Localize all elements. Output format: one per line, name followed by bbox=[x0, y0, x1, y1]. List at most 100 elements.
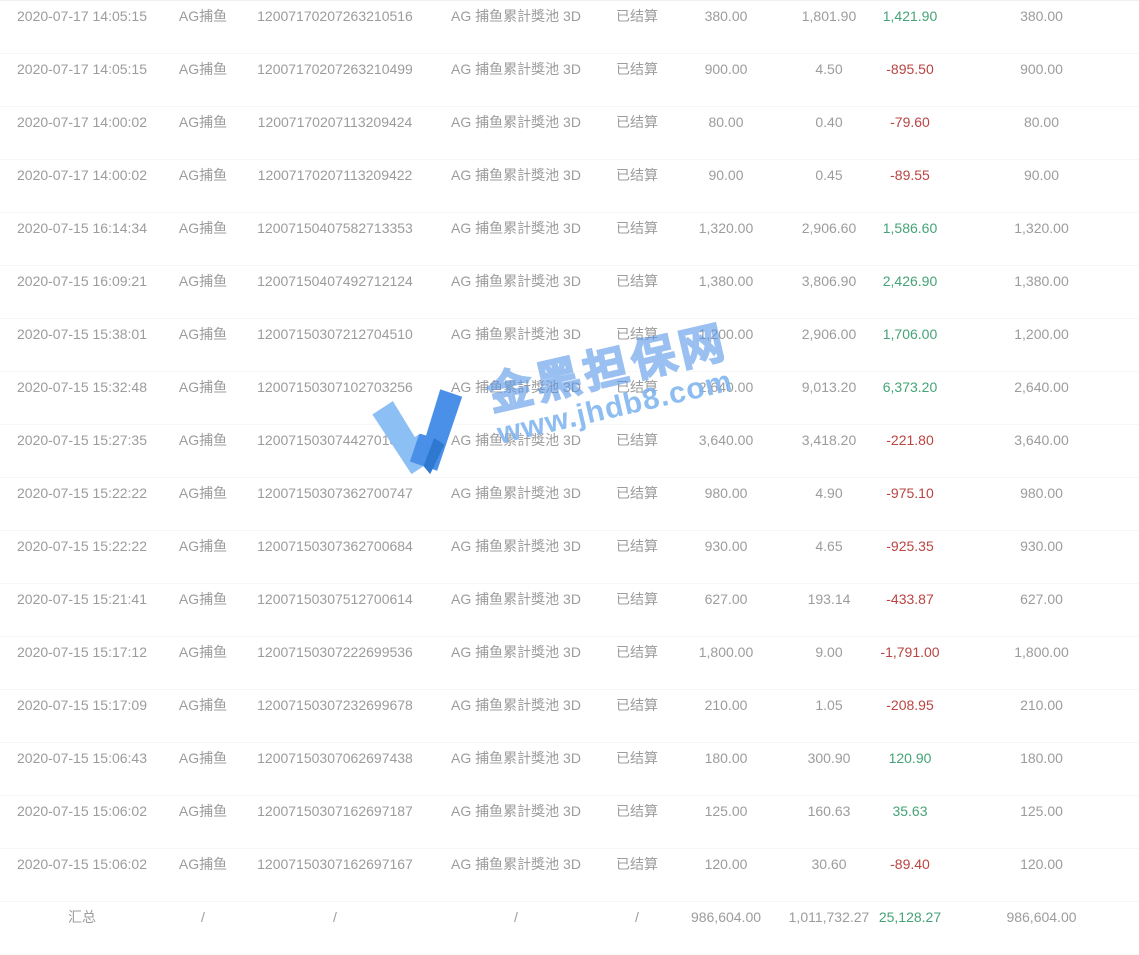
cell-status: 已结算 bbox=[604, 636, 670, 690]
cell-order-no: 12007150307442701895 bbox=[242, 424, 428, 478]
cell-payout: 4.90 bbox=[782, 477, 876, 531]
cell-time: 2020-07-15 15:06:43 bbox=[0, 742, 164, 796]
cell-platform: AG捕鱼 bbox=[164, 265, 242, 319]
cell-win-loss: 1,586.60 bbox=[876, 212, 944, 266]
cell-game-name: AG 捕鱼累計獎池 3D bbox=[428, 742, 604, 796]
cell-order-no: 12007150307222699536 bbox=[242, 636, 428, 690]
cell-valid-bet: 1,800.00 bbox=[944, 636, 1139, 690]
cell-status: 已结算 bbox=[604, 371, 670, 425]
cell-status: 已结算 bbox=[604, 530, 670, 584]
cell-payout: 1.05 bbox=[782, 689, 876, 743]
cell-game-name: AG 捕鱼累計獎池 3D bbox=[428, 53, 604, 107]
cell-status: 已结算 bbox=[604, 795, 670, 849]
cell-order-no: 12007150407492712124 bbox=[242, 265, 428, 319]
cell-payout: 9.00 bbox=[782, 636, 876, 690]
cell-platform: AG捕鱼 bbox=[164, 795, 242, 849]
cell-bet-amount: 1,800.00 bbox=[670, 636, 782, 690]
cell-time: 2020-07-17 14:00:02 bbox=[0, 159, 164, 213]
table-row: 2020-07-15 15:38:01 AG捕鱼 12007150307212704… bbox=[0, 318, 1139, 372]
cell-time: 2020-07-15 16:14:34 bbox=[0, 212, 164, 266]
cell-platform: AG捕鱼 bbox=[164, 371, 242, 425]
summary-cell-payout: 1,011,732.27 bbox=[782, 901, 876, 955]
cell-time: 2020-07-17 14:05:15 bbox=[0, 0, 164, 54]
cell-order-no: 12007150307232699678 bbox=[242, 689, 428, 743]
cell-win-loss: -975.10 bbox=[876, 477, 944, 531]
table-row: 2020-07-15 15:32:48 AG捕鱼 12007150307102703… bbox=[0, 371, 1139, 425]
cell-bet-amount: 980.00 bbox=[670, 477, 782, 531]
cell-status: 已结算 bbox=[604, 477, 670, 531]
cell-time: 2020-07-15 15:32:48 bbox=[0, 371, 164, 425]
cell-game-name: AG 捕鱼累計獎池 3D bbox=[428, 0, 604, 54]
cell-order-no: 12007170207263210499 bbox=[242, 53, 428, 107]
cell-win-loss: 1,706.00 bbox=[876, 318, 944, 372]
table-row: 2020-07-17 14:00:02 AG捕鱼 12007170207113209… bbox=[0, 159, 1139, 213]
table-row: 2020-07-15 16:09:21 AG捕鱼 12007150407492712… bbox=[0, 265, 1139, 319]
cell-platform: AG捕鱼 bbox=[164, 318, 242, 372]
cell-platform: AG捕鱼 bbox=[164, 583, 242, 637]
cell-status: 已结算 bbox=[604, 159, 670, 213]
cell-time: 2020-07-15 16:09:21 bbox=[0, 265, 164, 319]
cell-win-loss: -89.55 bbox=[876, 159, 944, 213]
cell-order-no: 12007150407582713353 bbox=[242, 212, 428, 266]
cell-status: 已结算 bbox=[604, 848, 670, 902]
cell-payout: 2,906.60 bbox=[782, 212, 876, 266]
cell-win-loss: -89.40 bbox=[876, 848, 944, 902]
cell-win-loss: -208.95 bbox=[876, 689, 944, 743]
table-row: 2020-07-15 15:22:22 AG捕鱼 12007150307362700… bbox=[0, 477, 1139, 531]
table-row: 2020-07-15 15:06:43 AG捕鱼 12007150307062697… bbox=[0, 742, 1139, 796]
summary-cell-win-loss: 25,128.27 bbox=[876, 901, 944, 955]
cell-bet-amount: 380.00 bbox=[670, 0, 782, 54]
table-row: 2020-07-15 16:14:34 AG捕鱼 12007150407582713… bbox=[0, 212, 1139, 266]
table-row: 2020-07-15 15:06:02 AG捕鱼 12007150307162697… bbox=[0, 795, 1139, 849]
cell-win-loss: 1,421.90 bbox=[876, 0, 944, 54]
cell-status: 已结算 bbox=[604, 212, 670, 266]
cell-time: 2020-07-15 15:27:35 bbox=[0, 424, 164, 478]
cell-valid-bet: 380.00 bbox=[944, 0, 1139, 54]
cell-valid-bet: 627.00 bbox=[944, 583, 1139, 637]
cell-valid-bet: 1,380.00 bbox=[944, 265, 1139, 319]
cell-payout: 3,806.90 bbox=[782, 265, 876, 319]
cell-status: 已结算 bbox=[604, 106, 670, 160]
cell-game-name: AG 捕鱼累計獎池 3D bbox=[428, 212, 604, 266]
cell-status: 已结算 bbox=[604, 583, 670, 637]
cell-platform: AG捕鱼 bbox=[164, 742, 242, 796]
table-row: 2020-07-15 15:22:22 AG捕鱼 12007150307362700… bbox=[0, 530, 1139, 584]
cell-win-loss: -925.35 bbox=[876, 530, 944, 584]
cell-game-name: AG 捕鱼累計獎池 3D bbox=[428, 159, 604, 213]
cell-win-loss: -895.50 bbox=[876, 53, 944, 107]
cell-game-name: AG 捕鱼累計獎池 3D bbox=[428, 636, 604, 690]
cell-platform: AG捕鱼 bbox=[164, 106, 242, 160]
cell-game-name: AG 捕鱼累計獎池 3D bbox=[428, 371, 604, 425]
cell-time: 2020-07-15 15:17:12 bbox=[0, 636, 164, 690]
cell-order-no: 12007150307362700684 bbox=[242, 530, 428, 584]
table-row: 2020-07-15 15:27:35 AG捕鱼 12007150307442701… bbox=[0, 424, 1139, 478]
cell-time: 2020-07-17 14:00:02 bbox=[0, 106, 164, 160]
cell-time: 2020-07-15 15:22:22 bbox=[0, 530, 164, 584]
cell-bet-amount: 2,640.00 bbox=[670, 371, 782, 425]
cell-valid-bet: 2,640.00 bbox=[944, 371, 1139, 425]
cell-payout: 0.40 bbox=[782, 106, 876, 160]
cell-time: 2020-07-17 14:05:15 bbox=[0, 53, 164, 107]
table-row: 2020-07-15 15:17:12 AG捕鱼 12007150307222699… bbox=[0, 636, 1139, 690]
cell-platform: AG捕鱼 bbox=[164, 530, 242, 584]
cell-payout: 4.65 bbox=[782, 530, 876, 584]
summary-cell-valid-bet: 986,604.00 bbox=[944, 901, 1139, 955]
cell-status: 已结算 bbox=[604, 318, 670, 372]
summary-cell-order-no: / bbox=[242, 901, 428, 955]
cell-platform: AG捕鱼 bbox=[164, 424, 242, 478]
cell-win-loss: 2,426.90 bbox=[876, 265, 944, 319]
cell-valid-bet: 80.00 bbox=[944, 106, 1139, 160]
cell-payout: 160.63 bbox=[782, 795, 876, 849]
cell-game-name: AG 捕鱼累計獎池 3D bbox=[428, 530, 604, 584]
summary-cell-platform: / bbox=[164, 901, 242, 955]
summary-cell-status: / bbox=[604, 901, 670, 955]
cell-bet-amount: 3,640.00 bbox=[670, 424, 782, 478]
cell-bet-amount: 900.00 bbox=[670, 53, 782, 107]
cell-valid-bet: 900.00 bbox=[944, 53, 1139, 107]
cell-game-name: AG 捕鱼累計獎池 3D bbox=[428, 689, 604, 743]
cell-game-name: AG 捕鱼累計獎池 3D bbox=[428, 424, 604, 478]
cell-bet-amount: 125.00 bbox=[670, 795, 782, 849]
cell-bet-amount: 627.00 bbox=[670, 583, 782, 637]
cell-platform: AG捕鱼 bbox=[164, 0, 242, 54]
